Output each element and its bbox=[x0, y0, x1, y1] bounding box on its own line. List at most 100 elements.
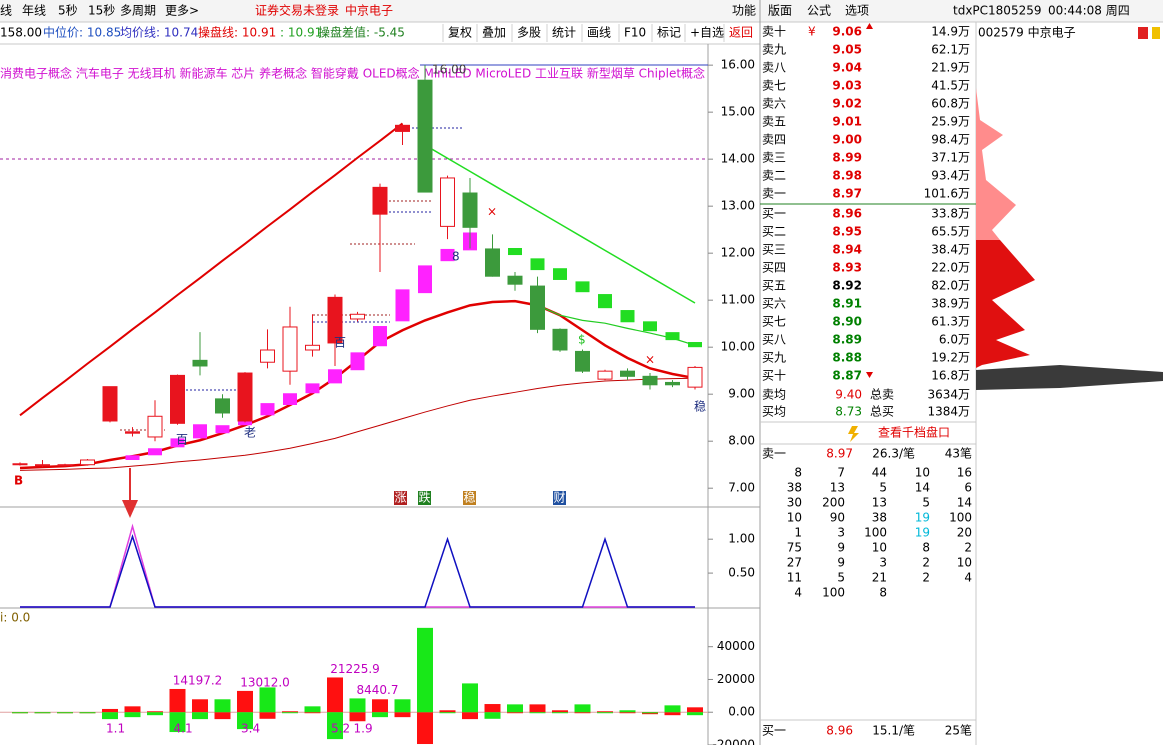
title: 证券交易未登录 bbox=[255, 3, 339, 18]
book-volume: 14.9万 bbox=[931, 25, 970, 39]
best-count: 25笔 bbox=[945, 723, 972, 738]
candle-body bbox=[530, 285, 545, 330]
candle-body bbox=[372, 186, 388, 215]
annotation: 16.00 bbox=[432, 63, 466, 77]
y-tick-label: 9.00 bbox=[728, 387, 755, 401]
annotation: 8 bbox=[452, 250, 460, 264]
book-volume: 37.1万 bbox=[931, 151, 970, 165]
menu-item[interactable]: 选项 bbox=[845, 4, 869, 18]
book-label: 卖十 bbox=[762, 25, 786, 39]
best-avg: 15.1/笔 bbox=[872, 723, 915, 738]
signal-block bbox=[508, 248, 522, 256]
up-icon bbox=[866, 23, 873, 29]
book-price: 8.96 bbox=[832, 207, 862, 221]
queue-cell: 4 bbox=[964, 571, 972, 585]
menu-item[interactable]: 线 bbox=[0, 4, 12, 18]
queue-cell: 9 bbox=[837, 541, 845, 555]
queue-cell: 7 bbox=[837, 466, 845, 480]
book-label: 卖一 bbox=[762, 187, 786, 201]
queue-cell: 19 bbox=[915, 511, 930, 525]
best-price: 8.96 bbox=[826, 724, 853, 738]
queue-cell: 6 bbox=[964, 481, 972, 495]
volume-bar bbox=[282, 712, 298, 714]
menu-item[interactable]: 5秒 bbox=[58, 4, 78, 18]
y-tick-label: 8.00 bbox=[728, 434, 755, 448]
toolbar-button[interactable]: 标记 bbox=[657, 26, 681, 40]
volume-bar bbox=[102, 708, 118, 713]
book-volume: 101.6万 bbox=[924, 187, 970, 201]
summary-price: 9.40 bbox=[835, 388, 862, 402]
event-tag bbox=[553, 491, 566, 505]
volume-bar bbox=[687, 712, 703, 716]
toolbar-button[interactable]: 统计 bbox=[552, 26, 576, 40]
book-volume: 6.0万 bbox=[939, 333, 970, 347]
book-label: 买四 bbox=[762, 261, 786, 275]
menu-item[interactable]: 15秒 bbox=[88, 4, 115, 18]
menu-item[interactable]: 年线 bbox=[22, 4, 46, 18]
book-volume: 98.4万 bbox=[931, 133, 970, 147]
menu-item[interactable]: 更多> bbox=[165, 4, 199, 18]
book-label: 卖七 bbox=[762, 79, 786, 93]
book-volume: 41.5万 bbox=[931, 79, 970, 93]
event-tag-label: 财 bbox=[554, 491, 566, 505]
event-tag bbox=[418, 491, 431, 505]
volume-bar bbox=[687, 707, 703, 713]
note-label: 4.1 bbox=[174, 722, 193, 736]
volume-bar bbox=[124, 706, 141, 713]
queue-cell: 20 bbox=[957, 526, 972, 540]
indicator-line bbox=[20, 523, 695, 608]
y-tick-label: 12.00 bbox=[721, 246, 755, 260]
menu-item[interactable]: 版面 bbox=[768, 4, 792, 18]
signal-block bbox=[215, 425, 230, 434]
volume-bar bbox=[507, 704, 523, 713]
toolbar-button[interactable]: F10 bbox=[624, 26, 646, 40]
value-label: 21225.9 bbox=[330, 662, 380, 676]
toolbar-button[interactable]: +自选 bbox=[690, 26, 724, 40]
book-volume: 82.0万 bbox=[931, 279, 970, 293]
volume-bar bbox=[417, 627, 433, 713]
signal-block bbox=[440, 248, 455, 262]
volume-bar bbox=[79, 712, 96, 714]
menu-item[interactable]: 功能 bbox=[732, 4, 756, 18]
book-price: 8.90 bbox=[832, 315, 862, 329]
flag-icon bbox=[1152, 27, 1160, 39]
toolbar-button[interactable]: 多股 bbox=[517, 26, 541, 40]
queue-cell: 10 bbox=[915, 466, 930, 480]
candle-body bbox=[57, 464, 73, 467]
best-label: 买一 bbox=[762, 724, 786, 738]
book-price: 8.95 bbox=[832, 225, 862, 239]
toolbar-button[interactable]: 叠加 bbox=[482, 26, 506, 40]
volume-bar bbox=[304, 712, 321, 714]
volume-bar bbox=[372, 712, 388, 718]
y-tick-label: 7.00 bbox=[728, 481, 755, 495]
volume-bar bbox=[394, 699, 411, 713]
book-label: 买十 bbox=[762, 369, 786, 383]
menu-item[interactable]: 多周期 bbox=[120, 4, 156, 18]
clock: 00:44:08 周四 bbox=[1048, 4, 1130, 18]
toolbar-button[interactable]: 返回 bbox=[729, 26, 753, 40]
candle-body bbox=[102, 386, 118, 422]
queue-cell: 8 bbox=[879, 586, 887, 600]
volume-bar bbox=[237, 690, 253, 713]
volume-bar bbox=[169, 712, 186, 733]
queue-cell: 10 bbox=[957, 556, 972, 570]
volume-bar bbox=[304, 706, 321, 713]
menu-item[interactable]: 公式 bbox=[807, 4, 831, 18]
toolbar-button[interactable]: 复权 bbox=[448, 26, 472, 40]
book-volume: 60.8万 bbox=[931, 97, 970, 111]
queue-cell: 10 bbox=[872, 541, 887, 555]
note-label: 5.2 bbox=[331, 722, 350, 736]
candle-body bbox=[575, 350, 590, 372]
signal-block bbox=[170, 438, 185, 448]
candle-body bbox=[620, 370, 635, 377]
volume-bar bbox=[664, 712, 681, 716]
signal-block bbox=[350, 352, 365, 371]
toolbar-button[interactable]: 画线 bbox=[587, 26, 611, 40]
event-tag-label: 涨 bbox=[395, 490, 407, 505]
queue-cell: 27 bbox=[787, 556, 802, 570]
volume-bar bbox=[327, 712, 343, 740]
depth-link[interactable]: 查看千档盘口 bbox=[878, 425, 950, 440]
y-tick-label: 20000 bbox=[717, 672, 755, 686]
signal-block bbox=[643, 321, 657, 332]
